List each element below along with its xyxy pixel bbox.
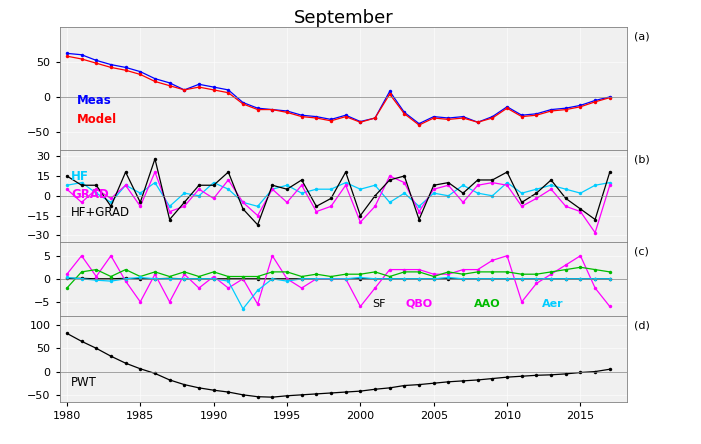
Text: Aer: Aer [543, 299, 564, 309]
Text: QBO: QBO [406, 299, 433, 309]
Text: (d): (d) [634, 320, 651, 330]
Text: HF: HF [71, 170, 89, 183]
Title: September: September [294, 8, 393, 27]
Text: Model: Model [76, 113, 117, 126]
Text: Meas: Meas [76, 94, 111, 107]
Text: PWT: PWT [71, 377, 97, 389]
Text: GRAD: GRAD [71, 188, 109, 201]
Text: HF+GRAD: HF+GRAD [71, 206, 130, 219]
Text: (c): (c) [634, 246, 649, 256]
Text: AAO: AAO [474, 299, 501, 309]
Text: (b): (b) [634, 154, 650, 164]
Text: (a): (a) [634, 31, 650, 41]
Text: SF: SF [372, 299, 386, 309]
